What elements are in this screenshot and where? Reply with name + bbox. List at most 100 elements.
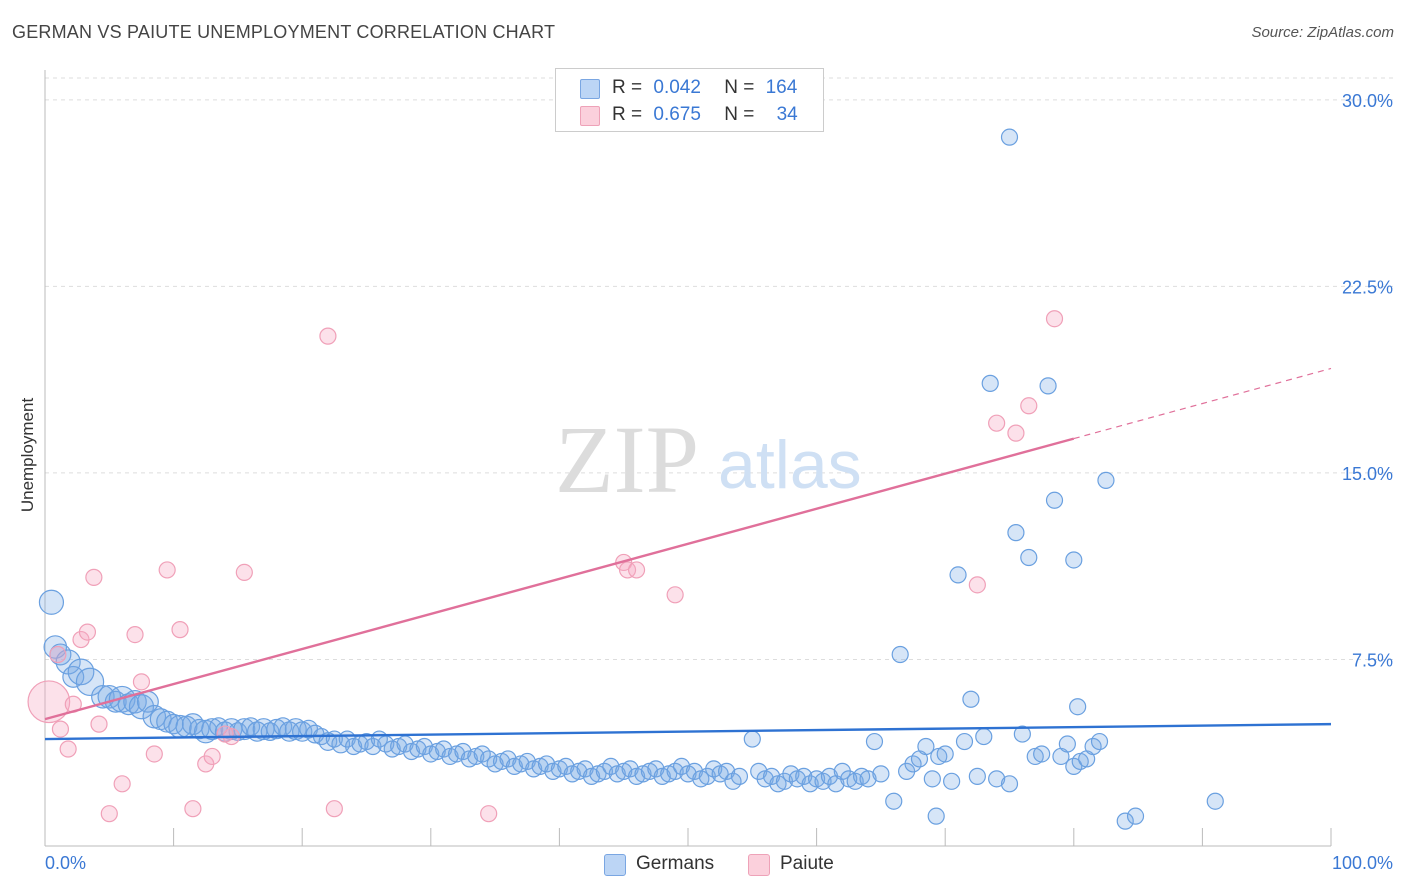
german-point bbox=[1206, 792, 1224, 810]
legend-r-label: R = bbox=[612, 104, 643, 125]
trend-lines bbox=[44, 367, 1332, 741]
paiute-point bbox=[968, 576, 986, 594]
paiute-point bbox=[85, 568, 103, 586]
y-tick-label: 15.0% bbox=[1342, 464, 1393, 484]
paiute-trend-line bbox=[44, 437, 1075, 721]
german-point bbox=[949, 566, 967, 584]
german-point bbox=[1000, 128, 1019, 146]
german-point bbox=[1020, 548, 1038, 567]
german-point bbox=[1000, 775, 1019, 793]
german-points bbox=[38, 128, 1224, 830]
german-point bbox=[730, 767, 749, 785]
paiute-point bbox=[51, 720, 70, 738]
paiute-points bbox=[27, 310, 1064, 823]
german-point bbox=[743, 730, 761, 748]
paiute-point bbox=[325, 800, 343, 818]
german-point bbox=[988, 770, 1006, 788]
paiute-point bbox=[145, 745, 163, 763]
watermark-atlas: atlas bbox=[718, 427, 862, 503]
german-point bbox=[872, 765, 890, 783]
paiute-point bbox=[480, 805, 498, 823]
paiute-point bbox=[184, 800, 202, 818]
german-point bbox=[981, 374, 999, 392]
legend-r-value: 0.042 bbox=[653, 77, 701, 98]
paiute-point bbox=[216, 725, 234, 743]
german-point bbox=[117, 693, 140, 716]
german-point bbox=[891, 645, 909, 664]
paiute-point bbox=[1020, 397, 1038, 415]
legend-n-label: N = bbox=[724, 77, 755, 98]
paiute-point bbox=[100, 805, 118, 823]
german-point bbox=[1039, 377, 1057, 395]
german-point bbox=[936, 745, 954, 763]
legend-n-label: N = bbox=[724, 104, 755, 125]
german-point bbox=[266, 718, 287, 740]
paiute-point bbox=[1045, 310, 1064, 328]
paiute-trend-extension bbox=[1073, 367, 1332, 440]
x-tick-label: 0.0% bbox=[45, 853, 86, 873]
legend-n-value: 164 bbox=[765, 77, 798, 98]
paiute-point bbox=[666, 586, 684, 604]
paiute-point bbox=[27, 680, 71, 724]
paiute-point bbox=[627, 561, 646, 579]
german-point bbox=[38, 589, 65, 615]
legend-r-value: 0.675 bbox=[653, 104, 701, 125]
german-trend-line bbox=[44, 722, 1332, 741]
paiute-point bbox=[319, 327, 337, 345]
german-point bbox=[962, 690, 980, 708]
german-point bbox=[955, 732, 974, 751]
german-point bbox=[1126, 807, 1145, 825]
paiute-point bbox=[158, 561, 176, 579]
german-point bbox=[1045, 491, 1064, 509]
y-tick-label: 30.0% bbox=[1342, 91, 1393, 111]
paiute-point bbox=[203, 747, 221, 766]
german-point bbox=[923, 770, 941, 788]
bottom-legend-germans-label: Germans bbox=[636, 853, 715, 874]
y-tick-label: 22.5% bbox=[1342, 277, 1393, 297]
tick-labels: 7.5% 15.0% 22.5% 30.0% 0.0% 100.0% bbox=[45, 91, 1393, 873]
german-point bbox=[1069, 698, 1087, 716]
german-point bbox=[865, 732, 884, 751]
german-point bbox=[927, 807, 945, 825]
paiute-point bbox=[78, 623, 97, 641]
german-point bbox=[1116, 812, 1134, 830]
legend-row-germans: R = 0.042 N = 164 bbox=[556, 75, 823, 101]
german-point bbox=[885, 792, 903, 810]
paiute-point bbox=[49, 645, 67, 664]
axes bbox=[44, 70, 1332, 847]
paiute-point bbox=[171, 621, 189, 639]
chart-title: GERMAN VS PAIUTE UNEMPLOYMENT CORRELATIO… bbox=[12, 22, 556, 42]
german-point bbox=[1033, 745, 1051, 763]
german-point bbox=[1013, 725, 1031, 743]
y-tick-label: 7.5% bbox=[1352, 650, 1393, 670]
paiute-point bbox=[618, 561, 637, 579]
correlation-legend: R = 0.042 N = 164 R = 0.675 N = 34 bbox=[555, 68, 824, 132]
legend-row-paiute: R = 0.675 N = 34 bbox=[556, 102, 823, 128]
german-point bbox=[975, 727, 993, 746]
german-point bbox=[968, 767, 986, 785]
german-point bbox=[1007, 524, 1025, 542]
legend-swatch-paiute bbox=[580, 106, 600, 126]
german-point bbox=[1097, 471, 1115, 489]
german-point bbox=[943, 772, 961, 790]
german-point bbox=[1090, 732, 1109, 751]
german-point bbox=[1065, 551, 1083, 569]
paiute-point bbox=[90, 715, 108, 733]
paiute-point bbox=[113, 775, 131, 793]
paiute-point bbox=[1007, 424, 1025, 442]
paiute-point bbox=[59, 740, 77, 758]
paiute-point bbox=[126, 625, 144, 644]
german-point bbox=[717, 762, 736, 780]
bottom-swatch-germans bbox=[604, 854, 626, 876]
german-point bbox=[1058, 735, 1076, 753]
german-point bbox=[75, 667, 105, 697]
legend-swatch-germans bbox=[580, 79, 600, 99]
legend-r-label: R = bbox=[612, 77, 643, 98]
paiute-point bbox=[132, 673, 151, 691]
x-tick-label: 100.0% bbox=[1332, 853, 1393, 873]
bottom-swatch-paiute bbox=[748, 854, 770, 876]
german-point bbox=[859, 770, 877, 788]
paiute-point bbox=[988, 414, 1006, 432]
legend-n-value: 34 bbox=[776, 104, 798, 125]
